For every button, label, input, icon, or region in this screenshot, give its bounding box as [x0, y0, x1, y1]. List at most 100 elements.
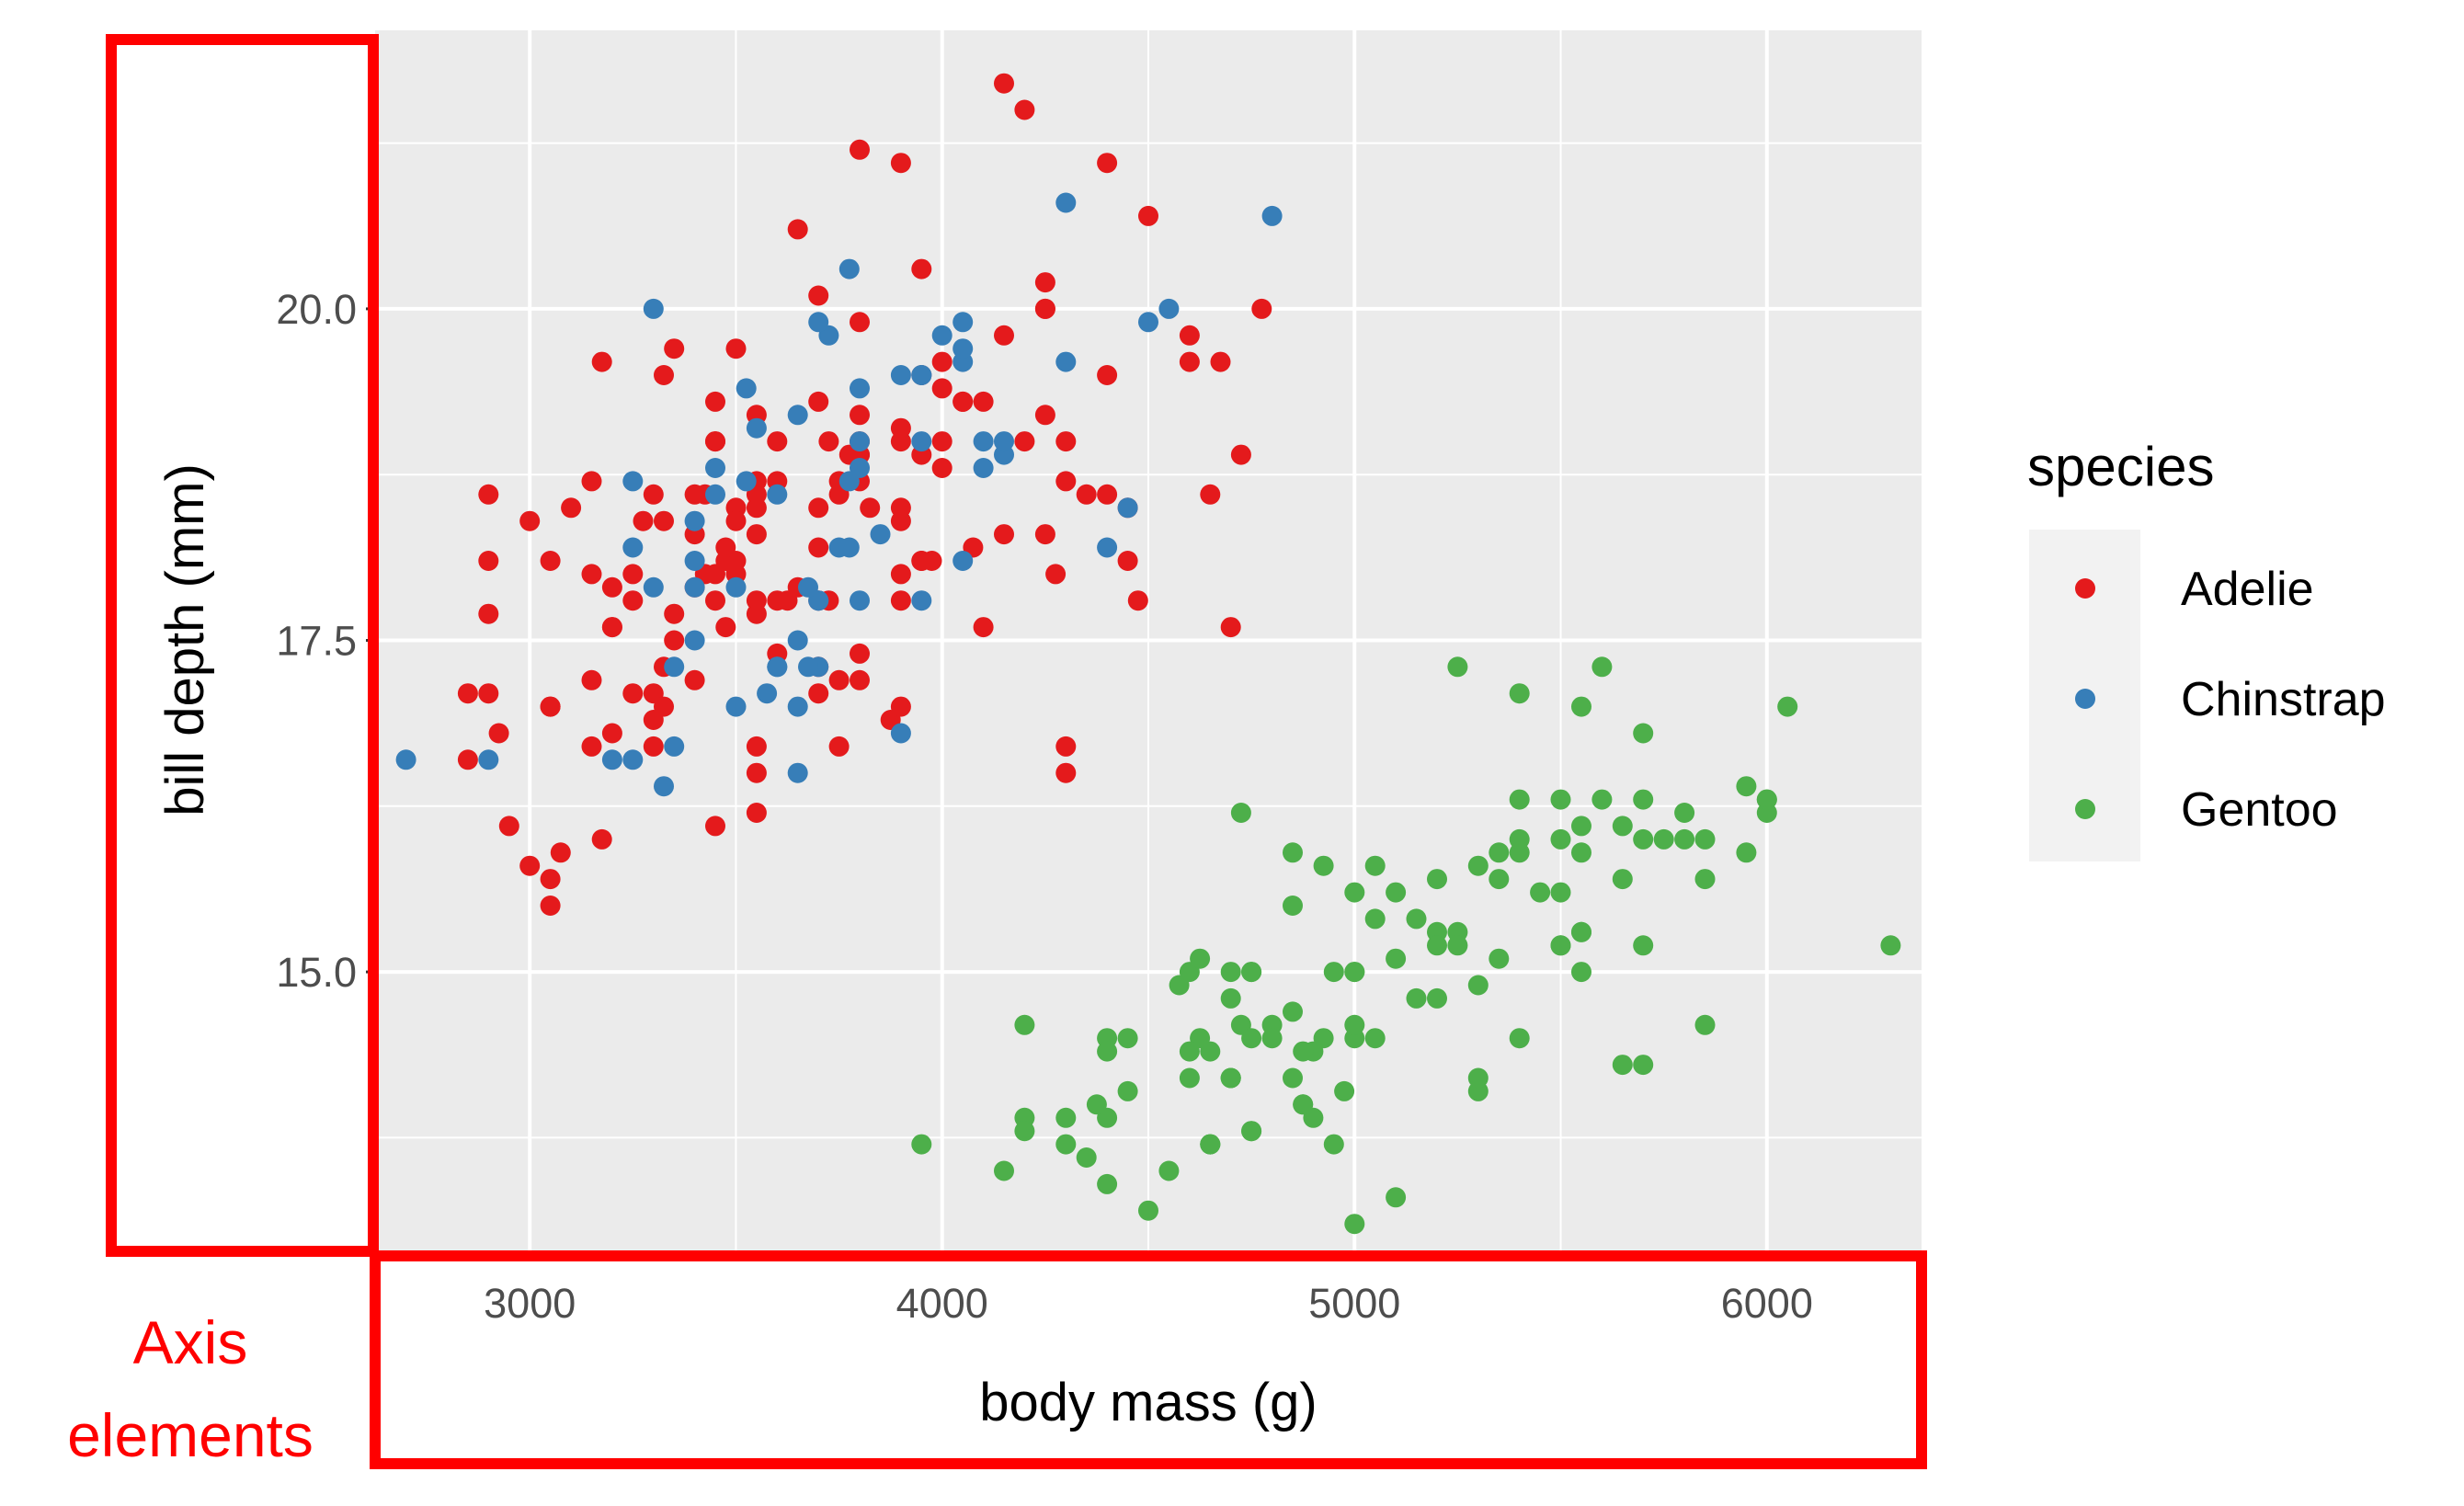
data-point-gentoo	[1241, 962, 1262, 983]
data-point-adelie	[808, 285, 829, 306]
data-point-gentoo	[1293, 1041, 1314, 1062]
data-point-adelie	[1097, 365, 1118, 385]
data-point-gentoo	[1097, 1041, 1118, 1062]
data-point-chinstrap	[1158, 298, 1180, 319]
data-point-gentoo	[1364, 908, 1386, 930]
data-point-adelie	[519, 510, 541, 531]
data-point-gentoo	[1344, 1214, 1365, 1235]
data-point-gentoo	[1364, 855, 1386, 876]
data-point-chinstrap	[787, 405, 808, 426]
data-point-adelie	[860, 497, 881, 519]
data-point-adelie	[1117, 551, 1138, 571]
data-point-gentoo	[1179, 1067, 1200, 1089]
data-point-gentoo	[1076, 1147, 1097, 1168]
data-point-chinstrap	[798, 656, 818, 678]
data-point-adelie	[622, 590, 644, 611]
data-point-gentoo	[1633, 789, 1654, 810]
data-point-adelie	[664, 338, 685, 359]
data-point-gentoo	[1158, 1160, 1180, 1181]
data-point-gentoo	[1756, 789, 1777, 810]
data-point-gentoo	[1612, 1055, 1633, 1076]
data-point-gentoo	[1406, 987, 1427, 1009]
data-point-adelie	[931, 351, 953, 372]
data-point-adelie	[931, 431, 953, 452]
data-point-chinstrap	[911, 431, 932, 452]
data-point-adelie	[1127, 590, 1148, 611]
data-point-gentoo	[1612, 816, 1633, 837]
data-point-gentoo	[1241, 1121, 1262, 1142]
data-point-gentoo	[1014, 1014, 1035, 1035]
data-point-adelie	[540, 869, 561, 890]
data-point-adelie	[1097, 153, 1118, 174]
data-point-gentoo	[1467, 855, 1489, 876]
data-point-gentoo	[1055, 1107, 1077, 1128]
data-point-chinstrap	[850, 431, 870, 452]
data-point-adelie	[581, 564, 602, 585]
data-point-gentoo	[1591, 789, 1613, 810]
data-point-gentoo	[1334, 1080, 1355, 1101]
x-tick-label: 6000	[1721, 1280, 1813, 1327]
data-point-gentoo	[1169, 975, 1190, 996]
data-point-adelie	[643, 736, 664, 757]
data-point-adelie	[1055, 736, 1077, 757]
data-point-gentoo	[1313, 855, 1334, 876]
data-point-adelie	[850, 405, 870, 426]
annotation-label-line2: elements	[67, 1401, 314, 1469]
data-points	[395, 73, 1901, 1235]
data-point-chinstrap	[1261, 205, 1283, 226]
data-point-gentoo	[1694, 828, 1716, 850]
data-point-chinstrap	[1097, 537, 1118, 558]
data-point-chinstrap	[798, 576, 818, 598]
data-point-adelie	[1055, 431, 1077, 452]
data-point-gentoo	[1633, 935, 1654, 956]
y-axis-title: bill depth (mm)	[155, 463, 215, 816]
data-point-adelie	[890, 497, 911, 519]
data-point-adelie	[457, 749, 478, 770]
data-point-adelie	[654, 696, 674, 717]
data-point-gentoo	[1344, 1014, 1365, 1035]
data-point-adelie	[850, 312, 870, 333]
data-point-gentoo	[911, 1134, 932, 1155]
data-point-adelie	[1034, 272, 1055, 293]
data-point-chinstrap	[601, 749, 622, 770]
data-point-chinstrap	[746, 417, 767, 439]
data-point-gentoo	[1633, 723, 1654, 744]
data-point-chinstrap	[931, 325, 953, 346]
data-point-gentoo	[1179, 1041, 1200, 1062]
data-point-adelie	[1179, 351, 1200, 372]
data-point-adelie	[705, 564, 725, 585]
data-point-chinstrap	[850, 590, 870, 611]
data-point-adelie	[994, 325, 1014, 346]
data-point-chinstrap	[736, 471, 757, 492]
data-point-adelie	[705, 590, 725, 611]
data-point-gentoo	[1509, 828, 1530, 850]
legend-label-chinstrap: Chinstrap	[2181, 673, 2386, 726]
data-point-gentoo	[1571, 816, 1591, 837]
legend: species Adelie Chinstrap Gentoo	[2027, 436, 2386, 861]
data-point-chinstrap	[838, 537, 860, 558]
data-point-adelie	[1034, 405, 1055, 426]
data-point-gentoo	[1344, 882, 1365, 903]
annotation-label-line1: Axis	[133, 1308, 248, 1376]
data-point-adelie	[911, 258, 932, 280]
data-point-adelie	[725, 510, 747, 531]
data-point-adelie	[1055, 471, 1077, 492]
data-point-gentoo	[1055, 1134, 1077, 1155]
data-point-adelie	[1230, 444, 1251, 465]
data-point-adelie	[746, 803, 767, 823]
data-point-gentoo	[1386, 948, 1407, 969]
data-point-chinstrap	[705, 484, 725, 505]
data-point-adelie	[890, 590, 911, 611]
data-point-gentoo	[1386, 882, 1407, 903]
data-point-gentoo	[1550, 935, 1571, 956]
data-point-gentoo	[1241, 1028, 1262, 1049]
data-point-adelie	[1045, 564, 1067, 585]
legend-key-adelie	[2075, 578, 2095, 599]
data-point-adelie	[654, 510, 674, 531]
data-point-chinstrap	[622, 537, 644, 558]
data-point-gentoo	[1014, 1121, 1035, 1142]
data-point-gentoo	[1323, 962, 1344, 983]
data-point-adelie	[591, 351, 612, 372]
data-point-adelie	[953, 391, 974, 412]
data-point-gentoo	[1117, 1080, 1138, 1101]
